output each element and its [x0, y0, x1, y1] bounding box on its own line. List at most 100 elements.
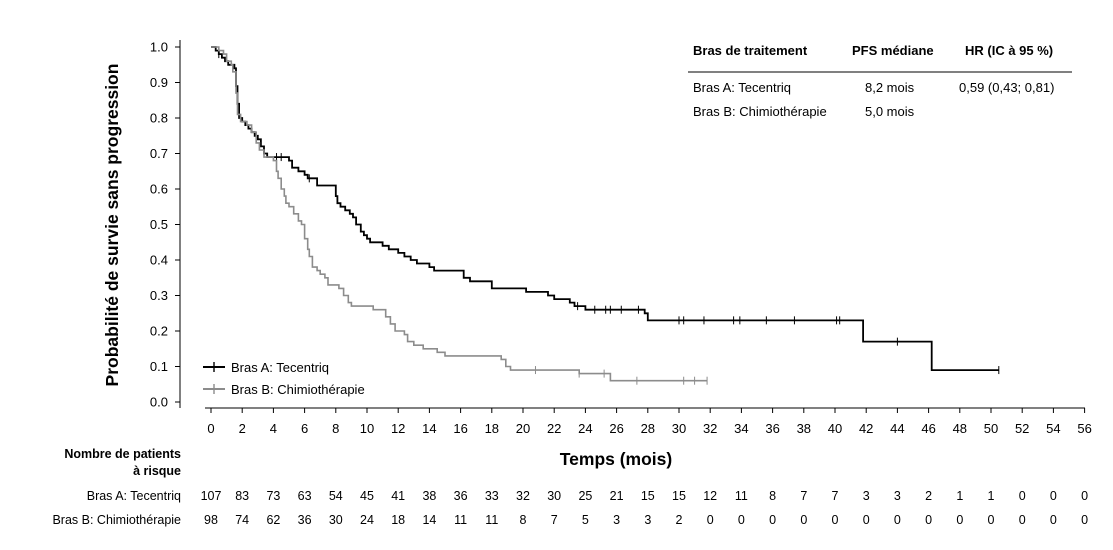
x-tick-label: 14 [422, 421, 436, 436]
risk-value-tecentriq: 54 [329, 489, 343, 503]
risk-value-chimiotherapie: 0 [738, 513, 745, 527]
summary-row-a-hr: 0,59 (0,43; 0,81) [959, 80, 1054, 95]
risk-value-chimiotherapie: 74 [235, 513, 249, 527]
risk-value-tecentriq: 38 [422, 489, 436, 503]
summary-row-a-arm: Bras A: Tecentriq [693, 80, 791, 95]
risk-value-chimiotherapie: 0 [1050, 513, 1057, 527]
y-tick-label: 0.9 [150, 75, 168, 90]
y-tick-label: 0.4 [150, 253, 168, 268]
x-tick-label: 32 [703, 421, 717, 436]
x-tick-label: 0 [207, 421, 214, 436]
x-tick-label: 16 [453, 421, 467, 436]
summary-header-arm: Bras de traitement [693, 43, 808, 58]
risk-value-tecentriq: 2 [925, 489, 932, 503]
risk-value-tecentriq: 30 [547, 489, 561, 503]
risk-value-chimiotherapie: 0 [769, 513, 776, 527]
y-tick-label: 0.3 [150, 288, 168, 303]
x-tick-label: 48 [953, 421, 967, 436]
risk-value-tecentriq: 8 [769, 489, 776, 503]
x-tick-label: 4 [270, 421, 277, 436]
risk-table: Nombre de patients à risque Bras A: Tece… [52, 447, 1088, 527]
risk-value-tecentriq: 83 [235, 489, 249, 503]
risk-value-chimiotherapie: 0 [863, 513, 870, 527]
risk-value-chimiotherapie: 0 [988, 513, 995, 527]
risk-values: 107 83 73 63 54 45 41 38 36 33 32 30 25 21 15 15 12 11 8 7 7… [201, 489, 1089, 527]
x-tick-label: 24 [578, 421, 592, 436]
y-tick-label: 0.1 [150, 359, 168, 374]
risk-value-chimiotherapie: 11 [454, 513, 467, 527]
risk-header-line2: à risque [133, 464, 181, 478]
risk-value-chimiotherapie: 24 [360, 513, 374, 527]
risk-value-tecentriq: 33 [485, 489, 499, 503]
risk-value-chimiotherapie: 18 [391, 513, 405, 527]
risk-value-chimiotherapie: 2 [676, 513, 683, 527]
x-tick-label: 54 [1046, 421, 1060, 436]
risk-value-tecentriq: 25 [578, 489, 592, 503]
risk-value-chimiotherapie: 98 [204, 513, 218, 527]
risk-value-tecentriq: 11 [735, 489, 748, 503]
x-tick-label: 44 [890, 421, 904, 436]
risk-value-tecentriq: 21 [610, 489, 624, 503]
y-axis-title: Probabilité de survie sans progression [102, 64, 122, 387]
risk-value-tecentriq: 7 [800, 489, 807, 503]
plot-axes [179, 40, 1085, 409]
x-tick-label: 28 [641, 421, 655, 436]
x-tick-label: 52 [1015, 421, 1029, 436]
x-tick-label: 8 [332, 421, 339, 436]
risk-value-tecentriq: 32 [516, 489, 530, 503]
x-tick-label: 12 [391, 421, 405, 436]
series-line-tecentriq [211, 46, 999, 371]
risk-value-chimiotherapie: 7 [551, 513, 558, 527]
x-tick-label: 18 [485, 421, 499, 436]
risk-value-chimiotherapie: 0 [894, 513, 901, 527]
summary-row-b-pfs: 5,0 mois [865, 104, 915, 119]
x-tick-label: 36 [765, 421, 779, 436]
risk-value-tecentriq: 0 [1019, 489, 1026, 503]
x-tick-label: 34 [734, 421, 748, 436]
risk-value-chimiotherapie: 0 [832, 513, 839, 527]
y-tick-label: 0.5 [150, 217, 168, 232]
risk-value-tecentriq: 15 [672, 489, 686, 503]
risk-value-tecentriq: 41 [391, 489, 405, 503]
risk-value-chimiotherapie: 5 [582, 513, 589, 527]
x-ticks: 0 2 4 6 8 10 12 14 16 18 20 22 24 26 28 30 32 34 36 38 40 42 4… [207, 408, 1092, 436]
risk-value-tecentriq: 1 [988, 489, 995, 503]
risk-value-tecentriq: 36 [454, 489, 468, 503]
x-tick-label: 10 [360, 421, 374, 436]
legend-label-b: Bras B: Chimiothérapie [231, 382, 365, 397]
risk-value-tecentriq: 3 [863, 489, 870, 503]
risk-value-chimiotherapie: 30 [329, 513, 343, 527]
risk-row-a-label: Bras A: Tecentriq [87, 489, 181, 503]
x-tick-label: 46 [921, 421, 935, 436]
risk-value-tecentriq: 0 [1081, 489, 1088, 503]
risk-value-chimiotherapie: 62 [266, 513, 280, 527]
risk-row-b-label: Bras B: Chimiothérapie [52, 513, 181, 527]
x-tick-label: 42 [859, 421, 873, 436]
risk-value-tecentriq: 0 [1050, 489, 1057, 503]
y-tick-label: 0.7 [150, 146, 168, 161]
risk-value-chimiotherapie: 11 [485, 513, 498, 527]
x-axis-title: Temps (mois) [560, 449, 672, 469]
risk-value-tecentriq: 3 [894, 489, 901, 503]
x-tick-label: 22 [547, 421, 561, 436]
risk-value-tecentriq: 15 [641, 489, 655, 503]
risk-value-chimiotherapie: 36 [298, 513, 312, 527]
x-tick-label: 26 [609, 421, 623, 436]
risk-value-chimiotherapie: 3 [644, 513, 651, 527]
y-tick-label: 0.6 [150, 182, 168, 197]
x-tick-label: 20 [516, 421, 530, 436]
risk-value-tecentriq: 12 [703, 489, 717, 503]
x-tick-label: 38 [797, 421, 811, 436]
risk-value-chimiotherapie: 0 [956, 513, 963, 527]
risk-value-tecentriq: 7 [832, 489, 839, 503]
series-line-chimiotherapie [211, 46, 708, 382]
risk-value-tecentriq: 1 [956, 489, 963, 503]
y-tick-label: 0.0 [150, 395, 168, 410]
summary-row-a-pfs: 8,2 mois [865, 80, 915, 95]
summary-row-b-arm: Bras B: Chimiothérapie [693, 104, 827, 119]
x-tick-label: 50 [984, 421, 998, 436]
risk-value-tecentriq: 45 [360, 489, 374, 503]
survival-curves [211, 46, 1000, 385]
summary-header-pfs: PFS médiane [852, 43, 934, 58]
